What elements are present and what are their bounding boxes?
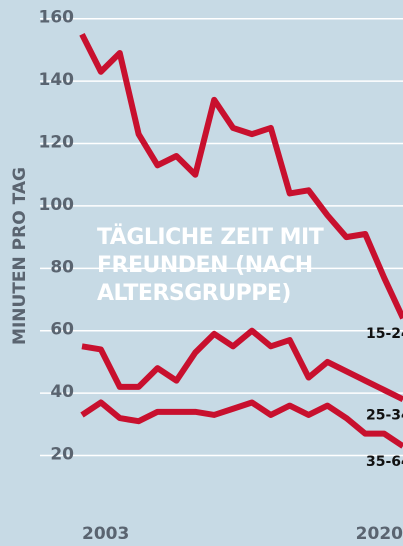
series-label: 15-24 [366, 326, 403, 342]
series-label: 25-34 [366, 407, 403, 423]
y-tick-label: 120 [39, 133, 75, 153]
x-tick-label: 2020 [356, 524, 403, 544]
series-line [81, 327, 403, 403]
x-tick-label: 2003 [82, 524, 129, 544]
y-tick-label: 160 [39, 8, 75, 28]
series-line [79, 32, 403, 320]
chart-title: TÄGLICHE ZEIT MIT FREUNDEN (NACH ALTERSG… [97, 225, 324, 306]
y-tick-label: 20 [50, 445, 74, 465]
y-tick-label: 40 [50, 382, 74, 402]
y-tick-label: 140 [39, 70, 75, 90]
y-tick-label: 100 [39, 195, 75, 215]
y-tick-label: 60 [50, 320, 74, 340]
y-tick-label: 80 [50, 257, 74, 277]
series-line [80, 399, 403, 449]
series-label: 35-64 [366, 454, 403, 470]
y-axis-label: MINUTEN PRO TAG [10, 167, 30, 345]
